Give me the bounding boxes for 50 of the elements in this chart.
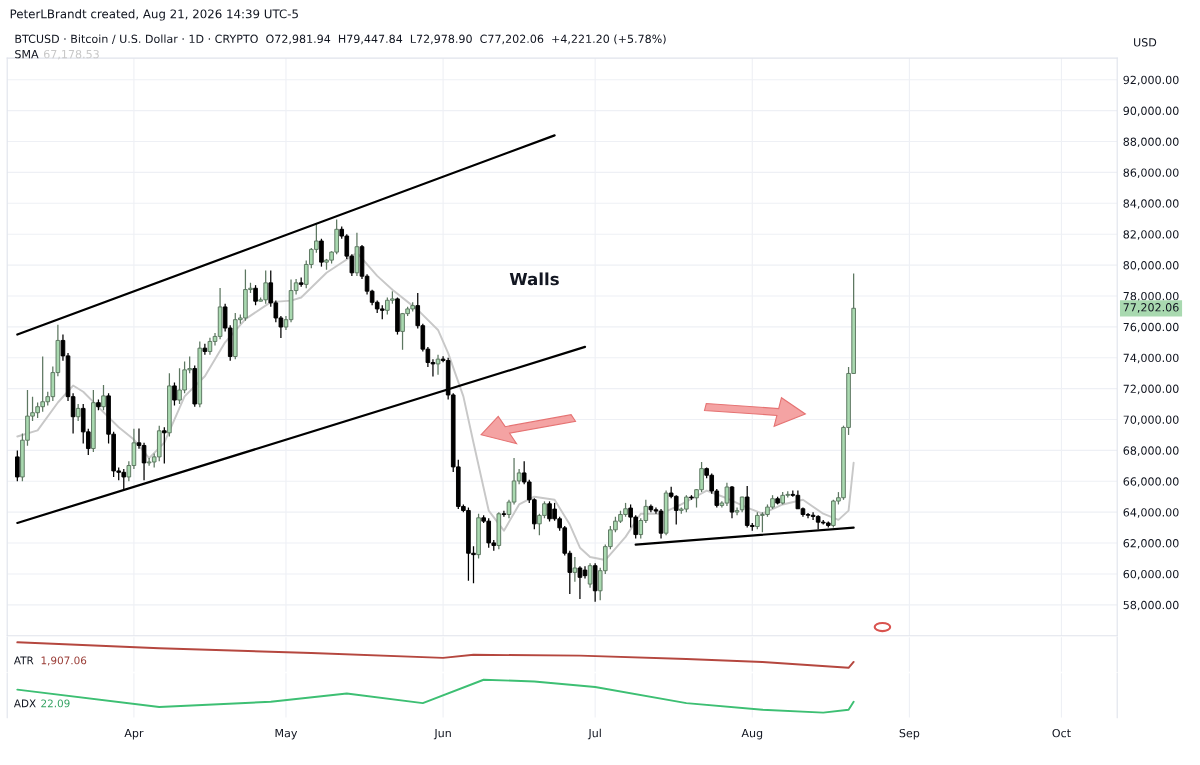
y-tick-label: 84,000.00 [1123,199,1179,209]
annotation: 22.09 [41,699,70,708]
y-tick-label: 68,000.00 [1123,446,1179,456]
y-tick-label: 76,000.00 [1123,322,1179,333]
text: 77,202.06 [1123,303,1179,313]
candlestick [587,562,593,589]
series-label: ATR [13,656,34,665]
candlestick [253,284,258,306]
y-tick-label: 62,000.00 [1123,539,1179,549]
candlestick [572,556,578,583]
y-tick-label: 88,000.00 [1123,137,1179,148]
x-tick-label: Apr [124,729,144,740]
text: SMA [15,49,39,59]
y-tick-label: 80,000.00 [1123,261,1179,271]
annotation: 1,907.06 [41,656,87,666]
candlestick [141,442,147,481]
y-tick-label: 86,000.00 [1123,168,1179,178]
y-tick-label: 74,000.00 [1123,353,1179,364]
x-tick-label: Jul [587,728,601,740]
candlestick [101,384,106,411]
x-tick-label: Sep [899,728,920,740]
series-label: ADX [13,699,36,708]
y-tick-label: 70,000.00 [1123,415,1179,426]
candlestick [673,494,679,526]
x-tick-label: Aug [741,729,763,740]
y-axis-title: USD [1134,38,1157,47]
annotation: Walls [509,272,559,286]
y-tick-label: 60,000.00 [1123,569,1179,580]
y-tick-label: 64,000.00 [1123,508,1179,518]
y-tick-label: 90,000.00 [1123,106,1179,117]
y-tick-label: 66,000.00 [1123,477,1179,487]
x-tick-label: Oct [1052,728,1071,738]
candlestick [172,381,177,407]
candlestick [435,354,441,376]
candlestick [319,238,324,268]
chart-subtitle: BTCUSD · Bitcoin / U.S. Dollar · 1D · CRYPTO O72,981.94 H79,447.84 L72,978.90 C77,202.06 +4,221.20 (+5.78%) [15,34,666,45]
candlestick [501,510,507,518]
y-tick-label: 72,000.00 [1123,384,1179,395]
candlestick [15,449,20,482]
chart-title: PeterLBrandt created, Aug 21, 2026 14:39 UTC-5 [10,9,298,21]
x-tick-label: Jun [433,729,451,740]
y-tick-label: 92,000.00 [1123,75,1179,86]
x-tick-label: May [275,729,298,740]
line-series [16,251,855,562]
candlestick [162,426,167,465]
y-tick-label: 58,000.00 [1123,600,1179,611]
y-tick-label: 82,000.00 [1123,230,1179,240]
candlestick [202,343,208,356]
candlestick [577,565,583,600]
y-tick-label: 78,000.00 [1123,291,1179,302]
